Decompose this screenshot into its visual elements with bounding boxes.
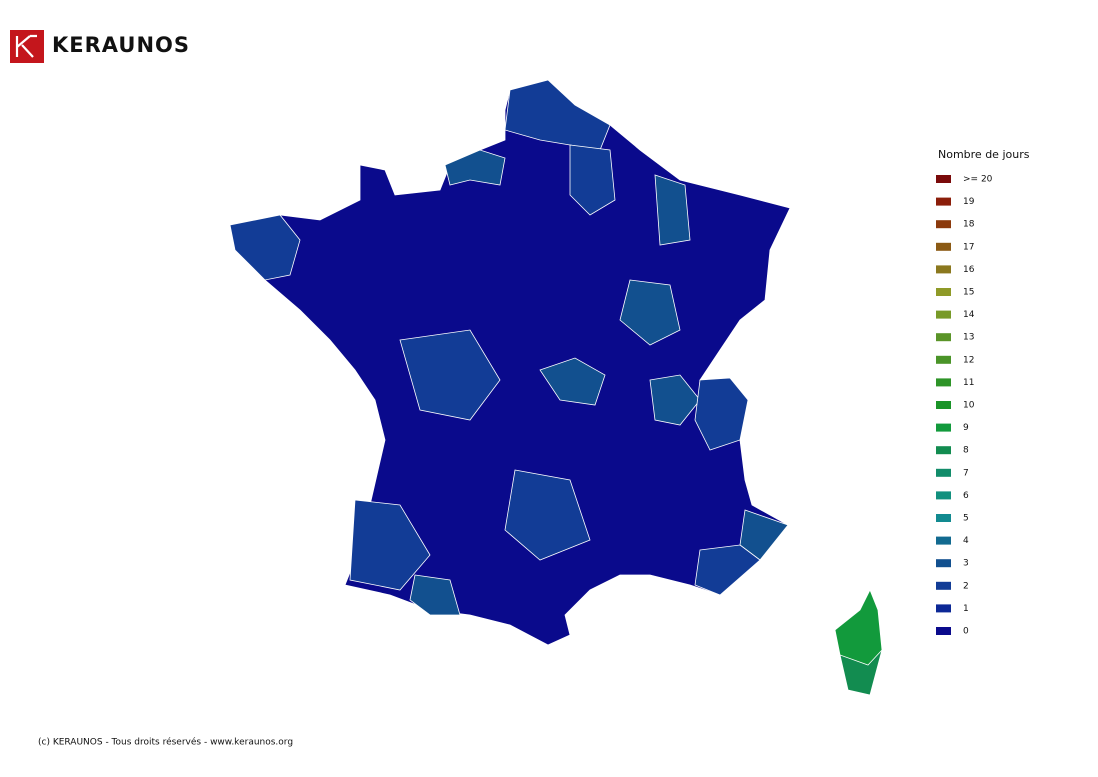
legend-label: 11 bbox=[963, 378, 974, 388]
map bbox=[229, 79, 883, 696]
legend-label: 3 bbox=[963, 559, 969, 569]
legend-swatch bbox=[936, 536, 951, 545]
region bbox=[654, 174, 691, 246]
footer: (c) KERAUNOS - Tous droits réservés - ww… bbox=[38, 737, 293, 748]
legend-label: 8 bbox=[963, 446, 969, 456]
legend-label: 10 bbox=[963, 401, 975, 411]
legend-label: >= 20 bbox=[963, 175, 993, 185]
logo-mark bbox=[10, 30, 44, 63]
region bbox=[504, 469, 591, 561]
region bbox=[229, 214, 301, 281]
legend-label: 1 bbox=[963, 604, 969, 614]
legend-swatch bbox=[936, 333, 951, 342]
region bbox=[619, 279, 681, 346]
region bbox=[569, 144, 616, 216]
legend-label: 16 bbox=[963, 265, 975, 275]
region bbox=[649, 374, 701, 426]
legend-swatch bbox=[936, 220, 951, 229]
legend-label: 6 bbox=[963, 491, 969, 501]
region bbox=[444, 149, 506, 186]
legend-swatch bbox=[936, 310, 951, 319]
legend-swatch bbox=[936, 265, 951, 274]
legend-swatch bbox=[936, 288, 951, 296]
legend-label: 4 bbox=[963, 536, 969, 546]
legend-label: 18 bbox=[963, 220, 975, 230]
legend-swatch bbox=[936, 581, 951, 590]
region bbox=[694, 544, 761, 596]
legend-label: 15 bbox=[963, 288, 974, 298]
legend-title: Nombre de jours bbox=[938, 148, 1030, 161]
legend-swatch bbox=[936, 559, 951, 568]
region bbox=[539, 357, 606, 406]
legend-swatch bbox=[936, 627, 951, 635]
region bbox=[399, 329, 501, 421]
region bbox=[409, 574, 461, 616]
legend-swatch bbox=[936, 355, 951, 364]
legend-label: 7 bbox=[963, 468, 969, 478]
corsica-north bbox=[834, 589, 883, 666]
legend-label: 9 bbox=[963, 423, 969, 433]
legend-swatch bbox=[936, 604, 951, 613]
legend-label: 13 bbox=[963, 333, 974, 343]
legend-label: 0 bbox=[963, 627, 969, 637]
region bbox=[349, 499, 431, 591]
legend-label: 12 bbox=[963, 355, 974, 365]
legend-label: 19 bbox=[963, 197, 975, 207]
legend-swatch bbox=[936, 401, 951, 409]
legend-label: 17 bbox=[963, 242, 974, 252]
region bbox=[694, 377, 749, 451]
legend-swatch bbox=[936, 514, 951, 522]
legend-swatch bbox=[936, 175, 951, 183]
legend-label: 14 bbox=[963, 310, 975, 320]
logo-glyph bbox=[15, 34, 37, 58]
legend-swatch bbox=[936, 197, 951, 206]
brand: KERAUNOS bbox=[52, 33, 190, 57]
legend-swatch bbox=[936, 242, 951, 251]
legend-label: 5 bbox=[963, 514, 969, 524]
legend-swatch bbox=[936, 378, 951, 387]
legend-swatch bbox=[936, 423, 951, 432]
legend-swatch bbox=[936, 446, 951, 455]
legend-swatch bbox=[936, 491, 951, 500]
france-mainland bbox=[229, 79, 791, 646]
legend-label: 2 bbox=[963, 581, 969, 591]
legend-swatch bbox=[936, 468, 951, 477]
